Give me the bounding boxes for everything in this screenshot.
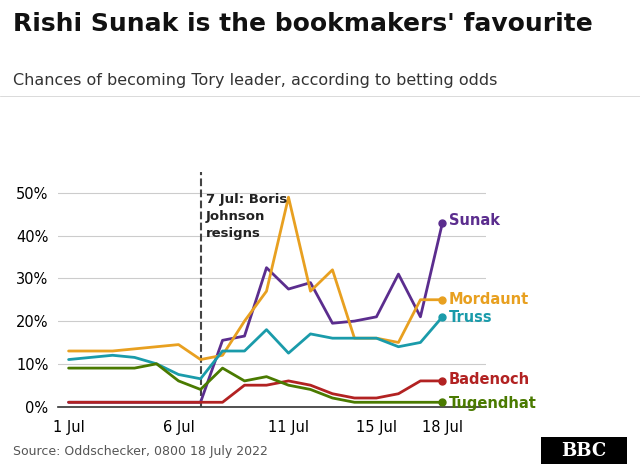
Text: Sunak: Sunak [449, 213, 500, 228]
Text: 7 Jul: Boris
Johnson
resigns: 7 Jul: Boris Johnson resigns [206, 193, 287, 240]
Text: Truss: Truss [449, 310, 493, 325]
Text: BBC: BBC [561, 442, 607, 460]
Text: Source: Oddschecker, 0800 18 July 2022: Source: Oddschecker, 0800 18 July 2022 [13, 445, 268, 458]
Text: Rishi Sunak is the bookmakers' favourite: Rishi Sunak is the bookmakers' favourite [13, 12, 593, 36]
Text: Chances of becoming Tory leader, according to betting odds: Chances of becoming Tory leader, accordi… [13, 73, 497, 88]
Text: Badenoch: Badenoch [449, 372, 530, 387]
Text: Tugendhat: Tugendhat [449, 396, 537, 411]
Text: Mordaunt: Mordaunt [449, 292, 529, 307]
